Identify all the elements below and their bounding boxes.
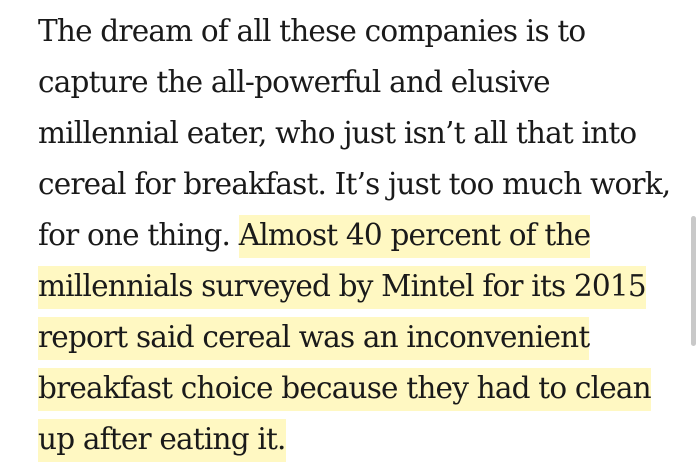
highlighted-text: millennials surveyed by Mintel for its 2… [38,266,647,309]
article-paragraph: The dream of all these companies is to c… [38,6,678,465]
vertical-scrollbar[interactable] [691,216,696,346]
highlighted-text: report said cereal was an inconvenient [38,317,590,360]
paragraph-line-mixed: for one thing. Almost 40 percent of the [38,210,678,261]
paragraph-line: cereal for breakfast. It’s just too much… [38,167,671,201]
highlighted-text: Almost 40 percent of the [238,215,591,258]
paragraph-line: The dream of all these companies is to [38,14,586,48]
highlighted-text: breakfast choice because they had to cle… [38,368,652,411]
paragraph-line: capture the all-powerful and elusive [38,65,551,99]
paragraph-line: millennials surveyed by Mintel for its 2… [38,261,678,312]
paragraph-line: breakfast choice because they had to cle… [38,363,678,414]
paragraph-line: report said cereal was an inconvenient [38,312,678,363]
paragraph-line: millennial eater, who just isn’t all tha… [38,116,637,150]
highlighted-text: up after eating it. [38,419,286,462]
paragraph-line: up after eating it. [38,414,678,465]
plain-text-segment: for one thing. [38,218,239,252]
